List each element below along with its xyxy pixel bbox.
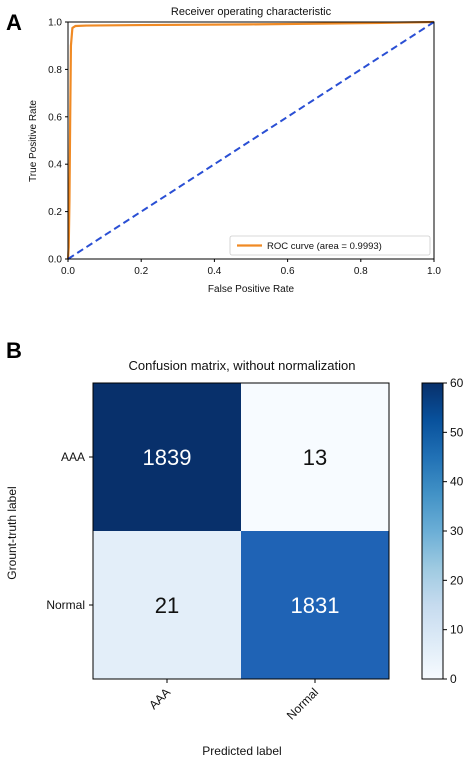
roc-x-tick-label: 0.2 xyxy=(134,266,148,277)
roc-legend: ROC curve (area = 0.9993) xyxy=(229,235,431,256)
cm-ylabel: Grount-truth label xyxy=(5,486,19,579)
roc-curve-line xyxy=(66,20,435,260)
roc-legend-label: ROC curve (area = 0.9993) xyxy=(267,241,382,252)
roc-y-tick-label: 0.0 xyxy=(48,255,62,266)
cm-cell-value: 21 xyxy=(155,593,179,618)
roc-x-tick-label: 0.8 xyxy=(354,266,368,277)
cm-cell xyxy=(241,531,389,679)
confusion-matrix: 1839 13 21 1831 AAA Normal AAA Normal xyxy=(46,382,390,722)
roc-plot: 0.0 0.2 0.4 0.6 0.8 1.0 0.0 0.2 0.4 0.6 0.8 1.0 ROC … xyxy=(48,18,441,278)
colorbar-tick-label: 20 xyxy=(450,573,464,587)
roc-y-tick-label: 1.0 xyxy=(48,18,62,29)
cm-cell-value: 1839 xyxy=(143,445,192,470)
cm-x-tick-label: Normal xyxy=(284,685,321,722)
roc-y-tick-label: 0.2 xyxy=(48,207,62,218)
cm-y-tick-label: AAA xyxy=(61,450,85,464)
cm-cell-value: 13 xyxy=(303,445,327,470)
roc-title: Receiver operating characteristic xyxy=(171,6,332,18)
roc-y-tick-label: 0.4 xyxy=(48,160,62,171)
cm-xlabel: Predicted label xyxy=(202,744,281,758)
roc-x-tick-label: 0.4 xyxy=(207,266,221,277)
cm-cell xyxy=(93,531,241,679)
cm-x-tick-label: AAA xyxy=(146,685,173,712)
chance-diagonal-line xyxy=(67,21,435,260)
roc-x-tick-label: 0.0 xyxy=(61,266,75,277)
colorbar-tick-label: 30 xyxy=(450,524,464,538)
colorbar-tick-label: 60 xyxy=(450,376,464,390)
roc-axes-frame xyxy=(67,21,435,260)
cm-title: Confusion matrix, without normalization xyxy=(129,358,356,373)
colorbar-tick-label: 0 xyxy=(450,672,457,686)
roc-x-tick-label: 0.6 xyxy=(281,266,295,277)
roc-y-tick-label: 0.6 xyxy=(48,112,62,123)
colorbar-tick-label: 10 xyxy=(450,623,464,637)
panel-b-letter: B xyxy=(6,338,22,363)
cm-cell xyxy=(241,383,389,531)
cm-cell xyxy=(93,383,241,531)
roc-xlabel: False Positive Rate xyxy=(208,284,295,295)
colorbar-tick-label: 50 xyxy=(450,425,464,439)
cm-frame xyxy=(92,382,390,680)
roc-y-tick-label: 0.8 xyxy=(48,65,62,76)
cm-y-tick-label: Normal xyxy=(46,598,85,612)
colorbar-bar xyxy=(421,382,444,680)
roc-ylabel: True Positive Rate xyxy=(28,100,39,182)
panel-a-letter: A xyxy=(6,10,22,35)
roc-x-tick-label: 1.0 xyxy=(427,266,441,277)
colorbar: 0 10 20 30 40 50 60 xyxy=(421,376,464,686)
roc-legend-box xyxy=(229,235,431,256)
colorbar-tick-label: 40 xyxy=(450,475,464,489)
cm-cell-value: 1831 xyxy=(291,593,340,618)
